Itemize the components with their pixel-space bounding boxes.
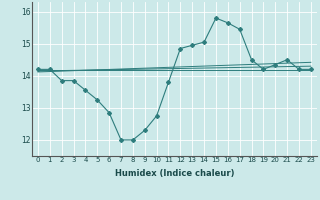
X-axis label: Humidex (Indice chaleur): Humidex (Indice chaleur) [115, 169, 234, 178]
